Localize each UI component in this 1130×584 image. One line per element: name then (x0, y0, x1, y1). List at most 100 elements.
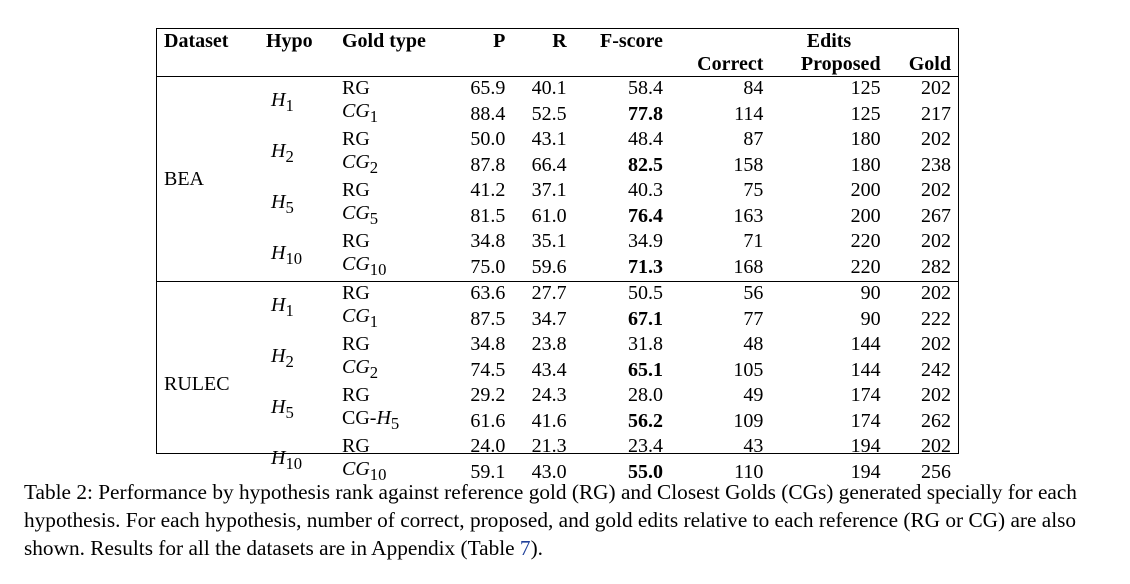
cell-precision: 87.8 (470, 153, 506, 176)
cell-hypothesis: H5 (259, 179, 335, 230)
cell-hypothesis: H1 (259, 77, 335, 129)
cell-correct: 105 (733, 358, 764, 381)
header-correct: Correct (669, 53, 771, 77)
cell-gold-type: CG10 (335, 458, 451, 486)
cell-fscore: 40.3 (627, 179, 663, 201)
gold-type-label: CG (342, 151, 370, 173)
table-row: H10 RG 24.0 21.3 23.4 43 194 202 (157, 435, 958, 473)
cell-precision: 75.0 (470, 255, 506, 278)
cell-precision: 65.9 (470, 77, 506, 99)
cell-gold: 202 (921, 128, 951, 150)
cell-proposed: 194 (850, 460, 881, 483)
cell-proposed: 194 (850, 435, 881, 457)
cell-dataset: BEA (164, 167, 204, 190)
cell-gold-type: RG (335, 333, 451, 356)
cell-gold: 202 (921, 384, 951, 406)
gold-type-label: RG (342, 77, 370, 99)
cell-recall: 24.3 (531, 384, 567, 406)
cell-gold: 222 (921, 307, 951, 330)
header-dataset: Dataset (164, 30, 229, 52)
gold-type-subscript: 10 (369, 465, 387, 484)
table-row: H2 RG 50.0 43.1 48.4 87 180 202 (157, 128, 958, 166)
cell-precision: 29.2 (470, 384, 506, 406)
cell-fscore: 23.4 (627, 435, 663, 457)
header-proposed: Proposed (770, 53, 888, 77)
header-gold: Gold (887, 53, 958, 77)
header-blank (512, 53, 574, 77)
cell-gold-type: CG2 (335, 151, 451, 179)
cell-recall: 23.8 (531, 333, 567, 355)
cell-correct: 49 (743, 384, 764, 406)
cell-fscore: 34.9 (627, 230, 663, 252)
cell-gold-type: CG1 (335, 100, 451, 128)
cell-recall: 37.1 (531, 179, 567, 201)
gold-type-label: RG (342, 435, 370, 457)
hypothesis-subscript: 5 (285, 197, 294, 217)
hypothesis-symbol: H (271, 293, 286, 316)
table-row: CG2 74.5 43.4 65.1 105 144 242 (157, 356, 958, 384)
cell-recall: 52.5 (531, 102, 567, 125)
dataset-group: RULEC H1 RG 63.6 27.7 50.5 56 90 202 CG1 87.5 34.7 6… (157, 281, 958, 486)
cell-precision: 34.8 (470, 333, 506, 355)
cell-fscore: 56.2 (627, 409, 663, 432)
results-table: Dataset Hypo Gold type P R F-score Edits… (157, 29, 958, 486)
cell-proposed: 144 (850, 333, 881, 355)
cell-correct: 87 (743, 128, 764, 150)
cell-precision: 87.5 (470, 307, 506, 330)
cell-recall: 27.7 (512, 281, 574, 305)
cell-fscore: 48.4 (627, 128, 663, 150)
gold-type-subscript: 1 (369, 312, 379, 331)
cell-fscore: 76.4 (627, 204, 663, 227)
gold-type-subscript: 1 (369, 107, 379, 126)
table-reference-link[interactable]: 7 (519, 536, 531, 560)
table-header: Dataset Hypo Gold type P R F-score Edits… (157, 29, 958, 77)
header-blank (259, 53, 335, 77)
header-blank (335, 53, 451, 77)
cell-hypothesis: H2 (259, 128, 335, 179)
cell-hypothesis: H10 (259, 230, 335, 282)
header-fscore: F-score (600, 30, 663, 52)
cell-gold-type: RG (335, 435, 451, 458)
cell-proposed: 125 (850, 77, 881, 99)
cell-proposed: 144 (850, 358, 881, 381)
cell-precision: 74.5 (470, 358, 506, 381)
cell-gold: 202 (921, 230, 951, 252)
cell-proposed: 180 (850, 128, 881, 150)
cell-gold-type: RG (335, 77, 451, 101)
cell-gold: 256 (921, 460, 951, 483)
cell-gold: 202 (921, 435, 951, 457)
cell-correct: 56 (669, 281, 771, 305)
cell-proposed: 200 (850, 204, 881, 227)
cell-precision: 59.1 (470, 460, 506, 483)
caption-text-end: ). (530, 536, 543, 560)
hypothesis-symbol: H (271, 446, 286, 469)
hypothesis-symbol: H (271, 395, 286, 418)
cell-correct: 109 (733, 409, 764, 432)
cell-dataset: RULEC (157, 281, 259, 486)
gold-type-variable: H (376, 407, 391, 429)
cell-fscore: 65.1 (627, 358, 663, 381)
gold-type-label: CG (342, 458, 370, 480)
cell-fscore: 55.0 (627, 460, 663, 483)
cell-recall: 41.6 (531, 409, 567, 432)
header-recall: R (552, 30, 567, 52)
gold-type-subscript: 2 (369, 363, 379, 382)
header-blank (157, 53, 259, 77)
cell-gold: 202 (887, 281, 958, 305)
gold-type-label: RG (342, 282, 370, 304)
cell-correct: 71 (743, 230, 764, 252)
cell-gold: 217 (921, 102, 951, 125)
cell-recall: 35.1 (531, 230, 567, 252)
caption-text: Table 2: Performance by hypothesis rank … (24, 480, 1077, 560)
cell-recall: 21.3 (531, 435, 567, 457)
cell-proposed: 174 (850, 384, 881, 406)
cell-precision: 63.6 (451, 281, 513, 305)
cell-gold-type: CG1 (335, 305, 451, 333)
cell-fscore: 67.1 (627, 307, 663, 330)
cell-gold: 267 (921, 204, 951, 227)
cell-proposed: 90 (860, 307, 881, 330)
cell-correct: 168 (733, 255, 764, 278)
cell-gold-type: CG2 (335, 356, 451, 384)
header-blank (451, 53, 513, 77)
results-table-frame: Dataset Hypo Gold type P R F-score Edits… (156, 28, 959, 486)
